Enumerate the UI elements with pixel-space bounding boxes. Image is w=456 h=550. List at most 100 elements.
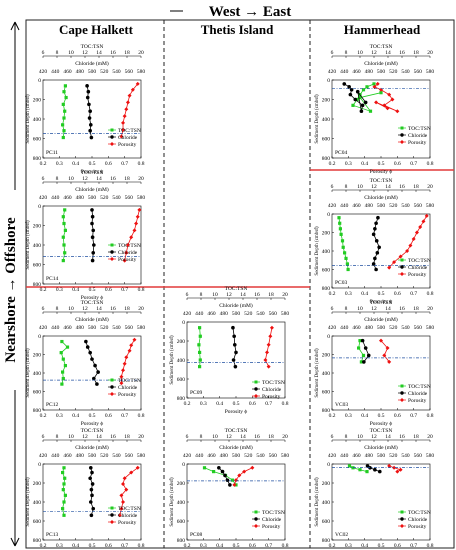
chloride-point <box>89 513 94 518</box>
toc-point <box>357 346 361 350</box>
porosity-axis-title: Porosity ϕ <box>225 409 248 415</box>
chloride-tick-label: 540 <box>112 453 121 459</box>
toc-tick-label: 20 <box>427 306 433 312</box>
porosity-tick-label: 0.5 <box>89 413 96 419</box>
chloride-tick-label: 540 <box>112 325 121 331</box>
chloride-tick-label: 480 <box>365 69 374 75</box>
chloride-axis-title: Chloride (mM) <box>75 186 109 193</box>
chloride-point <box>90 208 94 212</box>
legend-marker-chloride <box>400 133 404 137</box>
porosity-point <box>265 350 270 355</box>
toc-point <box>63 109 67 113</box>
porosity-tick-label: 0.6 <box>394 543 401 549</box>
toc-axis-title: TOC:TSN <box>81 428 104 434</box>
porosity-tick-label: 0.4 <box>216 543 223 549</box>
toc-point <box>61 215 65 219</box>
depth-tick-label: 400 <box>322 371 331 377</box>
panel-pc03: TOC:TSN 6 8 10 12 14 16 18 20 Chloride (mM) 420 440… <box>315 178 434 305</box>
toc-tick-label: 18 <box>124 306 130 312</box>
porosity-point <box>268 334 273 339</box>
chloride-point <box>90 221 94 226</box>
chloride-tick-label: 560 <box>125 325 134 331</box>
porosity-point <box>405 249 410 253</box>
toc-tick-label: 8 <box>56 434 59 440</box>
toc-point <box>368 109 373 113</box>
chloride-tick-label: 420 <box>39 325 48 331</box>
chloride-tick-label: 520 <box>389 453 398 459</box>
chloride-tick-label: 480 <box>76 453 85 459</box>
porosity-point <box>387 265 392 270</box>
core-label: PC13 <box>46 532 58 538</box>
toc-tick-label: 14 <box>240 434 246 440</box>
porosity-point <box>119 506 124 511</box>
toc-tick-label: 6 <box>331 50 334 56</box>
legend-label: Chloride <box>262 387 282 393</box>
chloride-point <box>90 357 94 361</box>
toc-tick-label: 12 <box>371 434 377 440</box>
toc-tick-label: 10 <box>68 50 74 56</box>
depth-tick-label: 600 <box>177 377 186 383</box>
porosity-point <box>387 92 392 97</box>
porosity-point <box>121 120 126 125</box>
chloride-tick-label: 560 <box>125 453 134 459</box>
toc-tick-label: 20 <box>427 184 433 190</box>
chloride-tick-label: 460 <box>352 453 361 459</box>
chloride-tick-label: 440 <box>340 203 349 209</box>
legend-label: Porosity <box>408 398 427 404</box>
porosity-point <box>395 109 400 114</box>
chloride-tick-label: 580 <box>426 203 435 209</box>
toc-tick-label: 18 <box>268 434 274 440</box>
porosity-tick-label: 0.2 <box>184 543 191 549</box>
chloride-tick-label: 540 <box>401 203 410 209</box>
legend-label: Porosity <box>118 257 137 263</box>
panel-vc03: TOC:TSN 6 8 10 12 14 16 18 20 Chloride (mM) 420 440… <box>315 300 434 427</box>
depth-tick-label: 0 <box>182 320 185 326</box>
porosity-point <box>411 236 416 241</box>
toc-tick-label: 8 <box>345 434 348 440</box>
chloride-point <box>377 469 382 474</box>
toc-axis-title: TOC:TSN <box>225 286 248 292</box>
porosity-point <box>398 467 403 472</box>
chloride-point <box>86 89 91 94</box>
depth-tick-label: 200 <box>177 481 186 487</box>
chloride-tick-label: 420 <box>328 325 337 331</box>
toc-point <box>358 95 362 100</box>
depth-tick-label: 800 <box>33 282 42 288</box>
legend-label: Chloride <box>118 135 138 141</box>
chloride-tick-label: 480 <box>365 203 374 209</box>
chloride-point <box>360 103 365 108</box>
chloride-tick-label: 520 <box>100 453 109 459</box>
legend-label: Porosity <box>118 392 137 398</box>
chloride-point <box>349 87 354 92</box>
chloride-tick-label: 440 <box>340 69 349 75</box>
porosity-tick-label: 0.3 <box>200 543 207 549</box>
porosity-axis-title: Porosity ϕ <box>370 169 393 175</box>
legend-marker-chloride <box>254 387 258 391</box>
porosity-point <box>121 127 126 132</box>
toc-point <box>63 364 67 368</box>
porosity-point <box>382 353 387 358</box>
legend-marker-porosity <box>110 392 114 396</box>
depth-tick-label: 200 <box>33 98 42 104</box>
porosity-tick-label: 0.5 <box>378 291 385 297</box>
chloride-tick-label: 560 <box>414 69 423 75</box>
chloride-tick-label: 500 <box>88 325 97 331</box>
legend-label: Porosity <box>262 394 281 400</box>
series-line-0 <box>358 340 364 363</box>
toc-point <box>62 221 66 226</box>
toc-tick-label: 6 <box>331 434 334 440</box>
depth-tick-label: 0 <box>327 334 330 340</box>
chloride-tick-label: 520 <box>244 311 253 317</box>
porosity-tick-label: 0.4 <box>72 287 79 293</box>
toc-point <box>59 351 63 355</box>
depth-tick-label: 400 <box>33 243 42 249</box>
chloride-tick-label: 560 <box>414 325 423 331</box>
legend-label: TOC:TSN <box>118 243 141 249</box>
porosity-tick-label: 0.4 <box>361 161 368 167</box>
legend-label: TOC:TSN <box>408 258 431 264</box>
toc-tick-label: 16 <box>399 50 405 56</box>
porosity-point <box>418 224 423 229</box>
chloride-point <box>359 109 364 113</box>
panel-vc02: TOC:TSN 6 8 10 12 14 16 18 20 Chloride (mM) 420 440… <box>315 428 434 549</box>
panel-pc08: TOC:TSN 6 8 10 12 14 16 18 20 Chloride (mM) 420 440… <box>170 428 289 549</box>
